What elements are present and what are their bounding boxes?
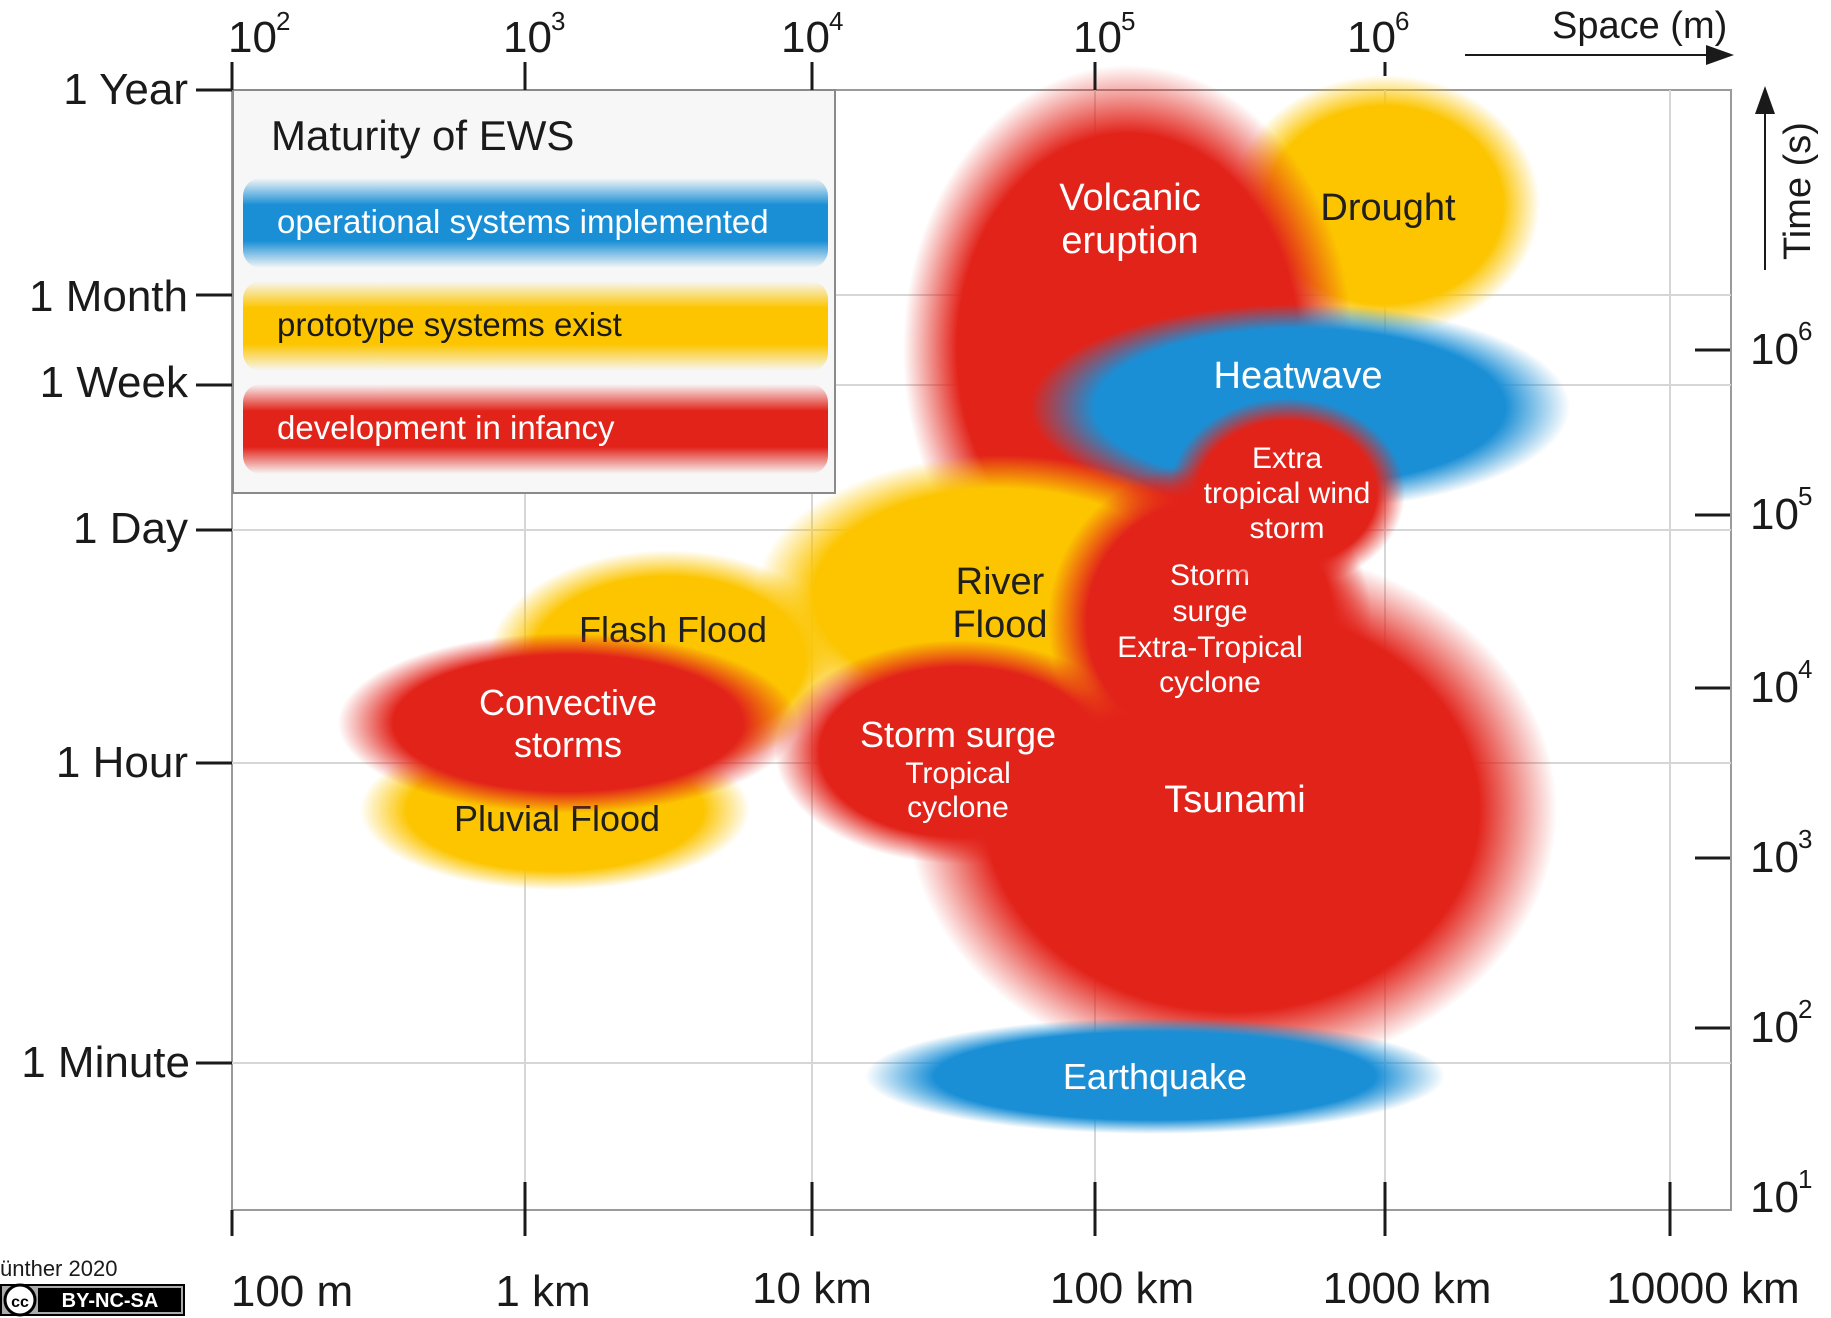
svg-text:4: 4 xyxy=(1798,654,1812,684)
left-tick-2: 1 Week xyxy=(40,358,189,407)
svg-text:6: 6 xyxy=(1395,6,1409,36)
svg-text:10: 10 xyxy=(1347,13,1396,62)
time-axis-title: Time (s) xyxy=(1777,122,1819,260)
legend-swatch-operational xyxy=(243,178,828,268)
legend-item-infancy: development in infancy xyxy=(243,384,828,474)
top-tick-1: 10 3 xyxy=(503,6,565,62)
hazard-storm-surge-extra-tropical-cyclone-label-2: surge xyxy=(1172,595,1247,628)
left-tick-3: 1 Day xyxy=(73,504,188,553)
top-axis: 10 2 10 3 10 4 10 5 10 6 Space (m) xyxy=(228,5,1734,90)
hazard-extra-tropical-wind-storm-label-2: tropical wind xyxy=(1204,477,1371,510)
svg-text:10: 10 xyxy=(1073,13,1122,62)
space-axis-title: Space (m) xyxy=(1552,5,1727,47)
left-axis: 1 Year 1 Month 1 Week 1 Day 1 Hour 1 Min… xyxy=(21,65,232,1087)
hazard-extra-tropical-wind-storm-label-3: storm xyxy=(1250,512,1325,545)
svg-text:2: 2 xyxy=(276,6,290,36)
hazard-extra-tropical-wind-storm-label-1: Extra xyxy=(1252,442,1322,475)
legend-swatch-infancy xyxy=(243,384,828,474)
right-tick-5: 10 1 xyxy=(1750,1164,1812,1222)
svg-text:10: 10 xyxy=(1750,325,1799,374)
hazard-storm-surge-extra-tropical-cyclone-label-3: Extra-Tropical xyxy=(1117,631,1303,664)
svg-text:4: 4 xyxy=(829,6,843,36)
top-tick-3: 10 5 xyxy=(1073,6,1135,62)
bottom-tick-5: 10000 km xyxy=(1606,1264,1799,1313)
svg-text:3: 3 xyxy=(1798,824,1812,854)
svg-text:10: 10 xyxy=(781,13,830,62)
top-tick-4: 10 6 xyxy=(1347,6,1409,62)
svg-text:10: 10 xyxy=(228,13,277,62)
legend: Maturity of EWS operational systems impl… xyxy=(232,89,836,494)
svg-text:2: 2 xyxy=(1798,994,1812,1024)
cc-icon xyxy=(3,1283,37,1317)
hazard-storm-surge-tropical-cyclone-label-3: cyclone xyxy=(907,791,1009,824)
hazard-earthquake: Earthquake xyxy=(865,1018,1445,1134)
top-tick-0: 10 2 xyxy=(228,6,290,62)
svg-text:3: 3 xyxy=(551,6,565,36)
hazard-drought-label: Drought xyxy=(1320,187,1456,229)
svg-text:5: 5 xyxy=(1798,481,1812,511)
legend-label-operational: operational systems implemented xyxy=(277,203,769,240)
right-axis: 10 6 10 5 10 4 10 3 10 2 10 1 Time (s) xyxy=(1695,86,1819,1222)
legend-swatch-prototype xyxy=(243,281,828,371)
left-tick-0: 1 Year xyxy=(63,65,188,114)
hazard-tsunami-label: Tsunami xyxy=(1164,779,1306,821)
svg-text:10: 10 xyxy=(1750,1003,1799,1052)
credit-text: ünther 2020 xyxy=(0,1256,117,1281)
hazard-earthquake-label: Earthquake xyxy=(1063,1056,1247,1097)
hazard-volcanic-eruption-label-1: Volcanic xyxy=(1059,177,1201,219)
hazard-river-flood-label-1: River xyxy=(956,561,1045,603)
legend-label-prototype: prototype systems exist xyxy=(277,306,622,343)
legend-title: Maturity of EWS xyxy=(271,112,574,159)
right-tick-2: 10 4 xyxy=(1750,654,1812,712)
right-tick-4: 10 2 xyxy=(1750,994,1812,1052)
legend-item-prototype: prototype systems exist xyxy=(243,281,828,371)
bottom-tick-2: 10 km xyxy=(752,1264,872,1313)
left-tick-4: 1 Hour xyxy=(56,738,188,787)
right-tick-0: 10 6 xyxy=(1750,316,1812,374)
hazard-convective-storms-label-2: storms xyxy=(514,724,622,765)
bottom-tick-4: 1000 km xyxy=(1323,1264,1492,1313)
svg-text:1: 1 xyxy=(1798,1164,1812,1194)
legend-item-operational: operational systems implemented xyxy=(243,178,828,268)
svg-text:10: 10 xyxy=(1750,1173,1799,1222)
hazard-convective-storms: Convective storms xyxy=(338,633,798,813)
svg-text:10: 10 xyxy=(1750,833,1799,882)
bottom-tick-0: 100 m xyxy=(231,1267,353,1316)
svg-text:10: 10 xyxy=(1750,490,1799,539)
hazard-convective-storms-label-1: Convective xyxy=(479,682,657,723)
right-tick-1: 10 5 xyxy=(1750,481,1812,539)
hazard-extra-tropical-wind-storm: Extra tropical wind storm xyxy=(1169,398,1405,588)
license-label: BY-NC-SA xyxy=(62,1290,159,1312)
top-tick-2: 10 4 xyxy=(781,6,843,62)
right-tick-3: 10 3 xyxy=(1750,824,1812,882)
svg-text:10: 10 xyxy=(1750,663,1799,712)
svg-text:10: 10 xyxy=(503,13,552,62)
bottom-tick-1: 1 km xyxy=(495,1267,590,1316)
hazard-storm-surge-tropical-cyclone-label-1: Storm surge xyxy=(860,714,1056,755)
license-badge: cc BY-NC-SA xyxy=(0,1283,185,1317)
hazard-heatwave-label: Heatwave xyxy=(1214,355,1383,397)
bottom-tick-3: 100 km xyxy=(1050,1264,1194,1313)
hazard-storm-surge-tropical-cyclone-label-2: Tropical xyxy=(905,757,1011,790)
svg-text:5: 5 xyxy=(1121,6,1135,36)
cc-icon-label: cc xyxy=(11,1294,29,1311)
svg-text:6: 6 xyxy=(1798,316,1812,346)
hazard-storm-surge-tropical-cyclone: Storm surge Tropical cyclone xyxy=(775,640,1145,864)
legend-label-infancy: development in infancy xyxy=(277,409,615,446)
left-tick-1: 1 Month xyxy=(29,272,188,321)
hazard-volcanic-eruption-label-2: eruption xyxy=(1061,220,1198,262)
hazard-storm-surge-extra-tropical-cyclone-label-4: cyclone xyxy=(1159,666,1261,699)
hazard-river-flood-label-2: Flood xyxy=(952,604,1047,646)
bottom-axis: 100 m 1 km 10 km 100 km 1000 km 10000 km xyxy=(230,1182,1800,1316)
hazard-bubbles: Drought Volcanic eruption Tsunami Heatwa… xyxy=(338,65,1570,1134)
left-tick-5: 1 Minute xyxy=(21,1038,190,1087)
credit: ünther 2020 cc BY-NC-SA xyxy=(0,1256,185,1317)
